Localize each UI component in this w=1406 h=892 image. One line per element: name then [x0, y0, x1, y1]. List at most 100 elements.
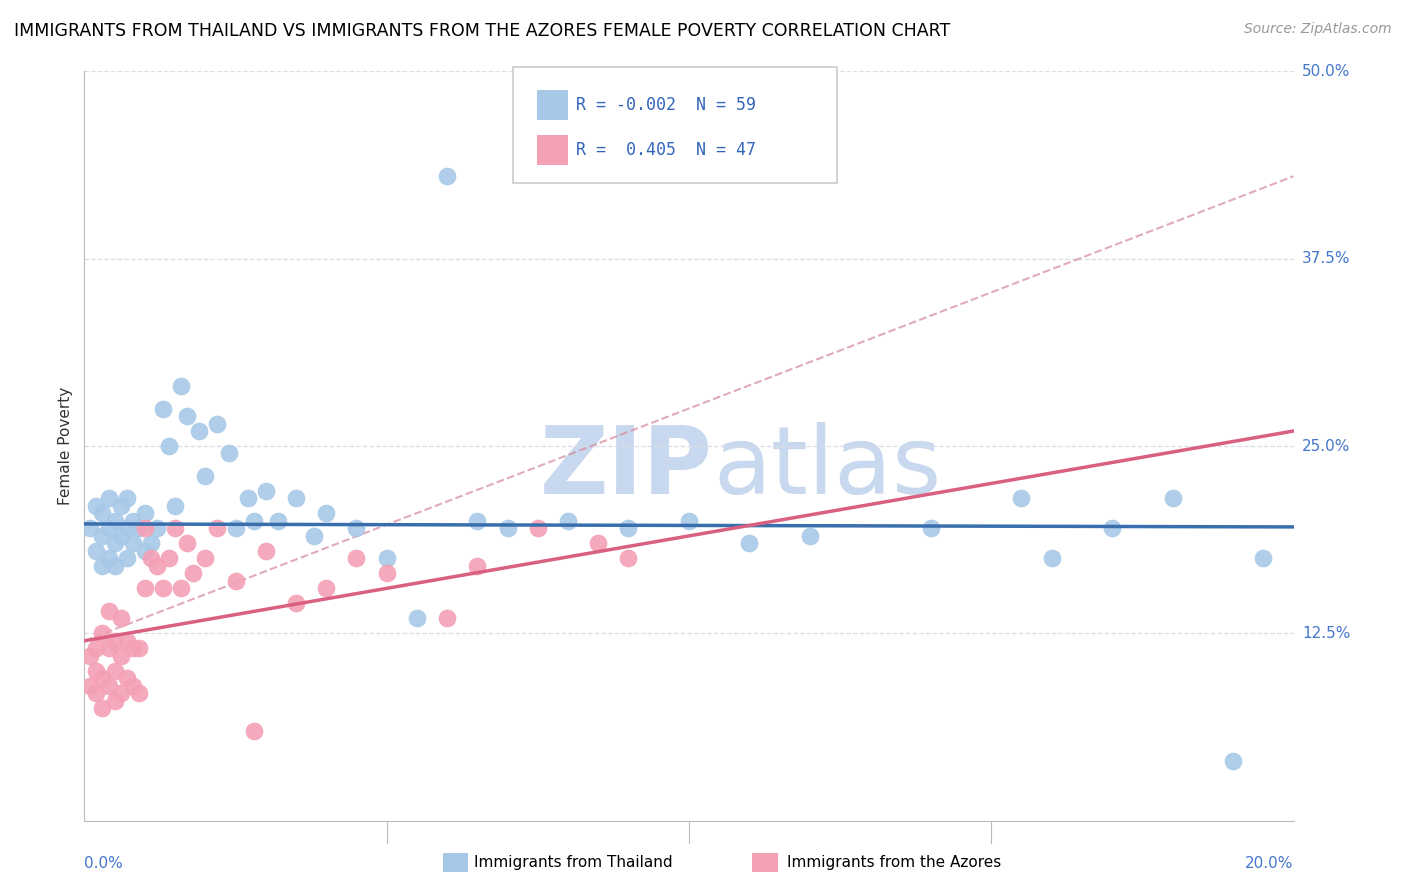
- Point: [436, 611, 458, 625]
- Point: [225, 574, 247, 588]
- Point: [86, 664, 108, 678]
- Point: [134, 507, 156, 521]
- Text: 12.5%: 12.5%: [1302, 626, 1350, 640]
- Point: [467, 514, 489, 528]
- Point: [104, 664, 127, 678]
- Point: [738, 536, 761, 550]
- Point: [115, 551, 138, 566]
- Point: [86, 544, 108, 558]
- Point: [152, 582, 174, 596]
- Point: [139, 551, 162, 566]
- Text: 50.0%: 50.0%: [1302, 64, 1350, 78]
- Point: [617, 551, 640, 566]
- Point: [920, 521, 942, 535]
- Point: [121, 679, 143, 693]
- Point: [315, 507, 337, 521]
- Point: [134, 582, 156, 596]
- Point: [799, 529, 821, 543]
- Point: [170, 582, 193, 596]
- Point: [134, 521, 156, 535]
- Point: [104, 694, 127, 708]
- Point: [128, 641, 150, 656]
- Point: [188, 424, 211, 438]
- Point: [406, 611, 429, 625]
- Point: [285, 596, 308, 610]
- Point: [375, 566, 398, 581]
- Point: [121, 536, 143, 550]
- Point: [86, 641, 108, 656]
- Point: [97, 679, 120, 693]
- Point: [121, 641, 143, 656]
- Point: [285, 491, 308, 506]
- Point: [225, 521, 247, 535]
- Point: [678, 514, 700, 528]
- Point: [170, 379, 193, 393]
- Point: [79, 521, 101, 535]
- Point: [110, 529, 132, 543]
- Point: [110, 648, 132, 663]
- Point: [165, 499, 187, 513]
- Point: [254, 544, 277, 558]
- Text: 20.0%: 20.0%: [1246, 856, 1294, 871]
- Point: [1253, 551, 1275, 566]
- Text: R =  0.405  N = 47: R = 0.405 N = 47: [576, 141, 756, 159]
- Point: [110, 499, 132, 513]
- Point: [79, 648, 101, 663]
- Point: [104, 536, 127, 550]
- Text: R = -0.002  N = 59: R = -0.002 N = 59: [576, 96, 756, 114]
- Point: [91, 558, 114, 573]
- Point: [91, 671, 114, 685]
- Text: Source: ZipAtlas.com: Source: ZipAtlas.com: [1244, 22, 1392, 37]
- Point: [1161, 491, 1184, 506]
- Point: [1011, 491, 1033, 506]
- Point: [617, 521, 640, 535]
- Point: [97, 641, 120, 656]
- Point: [86, 499, 108, 513]
- Point: [91, 626, 114, 640]
- Point: [1222, 754, 1244, 768]
- Point: [1101, 521, 1123, 535]
- Text: Immigrants from Thailand: Immigrants from Thailand: [474, 855, 672, 870]
- Point: [134, 544, 156, 558]
- Text: 0.0%: 0.0%: [84, 856, 124, 871]
- Point: [104, 633, 127, 648]
- Point: [97, 521, 120, 535]
- Text: atlas: atlas: [713, 423, 942, 515]
- Point: [207, 417, 229, 431]
- Point: [97, 551, 120, 566]
- Point: [588, 536, 610, 550]
- Point: [139, 536, 162, 550]
- Point: [128, 521, 150, 535]
- Point: [152, 401, 174, 416]
- Point: [86, 686, 108, 700]
- Point: [157, 551, 180, 566]
- Point: [315, 582, 337, 596]
- Point: [91, 701, 114, 715]
- Point: [146, 521, 169, 535]
- Point: [91, 507, 114, 521]
- Text: IMMIGRANTS FROM THAILAND VS IMMIGRANTS FROM THE AZORES FEMALE POVERTY CORRELATIO: IMMIGRANTS FROM THAILAND VS IMMIGRANTS F…: [14, 22, 950, 40]
- Point: [1040, 551, 1063, 566]
- Point: [557, 514, 579, 528]
- Point: [527, 521, 550, 535]
- Point: [110, 611, 132, 625]
- Point: [115, 521, 138, 535]
- Text: 25.0%: 25.0%: [1302, 439, 1350, 453]
- Point: [496, 521, 519, 535]
- Point: [176, 409, 198, 423]
- Point: [242, 723, 264, 738]
- Point: [467, 558, 489, 573]
- Point: [104, 514, 127, 528]
- Point: [115, 491, 138, 506]
- Point: [207, 521, 229, 535]
- Point: [194, 551, 217, 566]
- Y-axis label: Female Poverty: Female Poverty: [58, 387, 73, 505]
- Text: ZIP: ZIP: [540, 423, 713, 515]
- Point: [97, 604, 120, 618]
- Point: [254, 483, 277, 498]
- Point: [267, 514, 290, 528]
- Point: [346, 551, 368, 566]
- Point: [242, 514, 264, 528]
- Point: [121, 514, 143, 528]
- Point: [165, 521, 187, 535]
